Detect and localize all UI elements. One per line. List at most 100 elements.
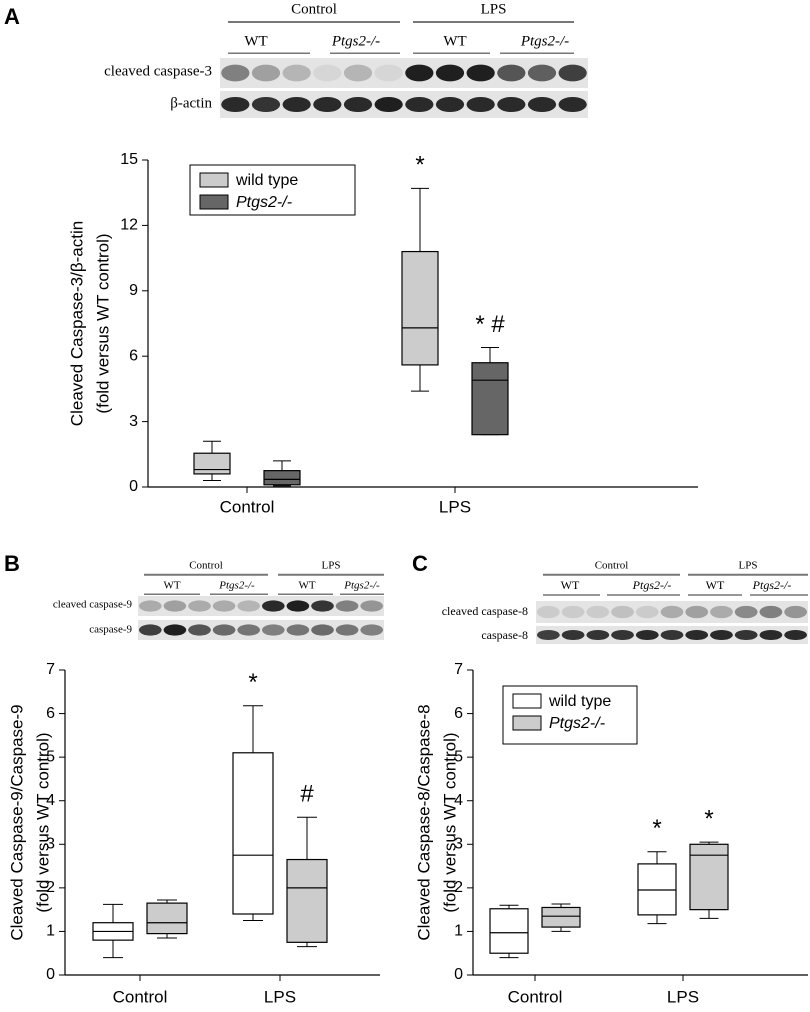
blot-group-label: Control <box>189 560 223 572</box>
y-tick-label: 12 <box>120 217 138 234</box>
blot-band <box>635 605 659 619</box>
box <box>489 908 529 954</box>
blot-genotype-label: Ptgs2-/- <box>752 578 792 592</box>
blot-band <box>251 96 281 113</box>
x-tick-label: LPS <box>667 987 699 1006</box>
significance-label: * <box>704 805 713 832</box>
blot-band <box>536 605 560 619</box>
y-axis-label: Cleaved Caspase-8/Caspase-8 <box>414 704 433 940</box>
blot-band <box>635 629 659 641</box>
blot-band <box>611 629 634 641</box>
blot-band <box>561 605 585 619</box>
blot-band <box>710 629 733 641</box>
blot-group-label: LPS <box>739 560 758 572</box>
western-blot: Control LPS WT Ptgs2-/- WT Ptgs2-/- cleaved ca… <box>104 1 588 118</box>
panel-letter: B <box>4 551 20 576</box>
blot-band <box>611 605 634 619</box>
blot-band <box>251 64 281 82</box>
blot-row-label: cleaved caspase-8 <box>442 604 528 618</box>
y-axis-label: (fold versus WT control) <box>93 233 112 413</box>
box <box>193 452 231 475</box>
blot-band <box>466 96 495 113</box>
blot-band <box>536 629 560 641</box>
blot-genotype-label: Ptgs2-/- <box>343 580 380 592</box>
blot-band <box>405 96 434 113</box>
blot-group-label: LPS <box>322 560 341 572</box>
blot-band <box>561 629 585 641</box>
y-tick-label: 7 <box>46 661 55 678</box>
blot-band <box>138 624 162 636</box>
blot-band <box>710 605 733 619</box>
blot-strip <box>220 91 588 118</box>
blot-genotype-label: WT <box>163 580 180 592</box>
blot-band <box>660 605 684 619</box>
y-tick-label: 0 <box>454 966 463 983</box>
blot-band <box>558 64 587 82</box>
x-tick-label: Control <box>220 497 275 516</box>
blot-row-label: caspase-9 <box>89 624 132 636</box>
blot-band <box>759 629 783 641</box>
y-tick-label: 5 <box>454 748 463 765</box>
significance-label: * <box>415 152 424 179</box>
blot-genotype-label: Ptgs2-/- <box>331 33 380 49</box>
blot-band <box>261 600 285 612</box>
panel-letter: C <box>412 551 428 576</box>
blot-genotype-label: WT <box>706 578 725 592</box>
blot-band <box>784 605 808 619</box>
blot-genotype-label: Ptgs2-/- <box>632 578 672 592</box>
blot-band <box>138 600 162 612</box>
blot-band <box>660 629 684 641</box>
box <box>232 752 274 915</box>
y-tick-label: 3 <box>46 836 55 853</box>
blot-band <box>685 605 709 619</box>
legend-swatch <box>512 693 542 709</box>
blot-band <box>282 64 311 82</box>
blot-group-label: LPS <box>481 1 507 17</box>
y-tick-label: 4 <box>454 792 463 809</box>
blot-band <box>335 600 359 612</box>
y-axis-label: (fold versus WT control) <box>440 732 459 912</box>
blot-row-label: cleaved caspase-3 <box>104 63 212 79</box>
blot-band <box>784 629 808 641</box>
y-tick-label: 6 <box>46 705 55 722</box>
legend-swatch <box>199 172 229 188</box>
blot-band <box>435 96 465 113</box>
western-blot: Control LPS WT Ptgs2-/- WT Ptgs2-/- cleaved ca… <box>53 560 384 640</box>
blot-group-label: Control <box>291 1 337 17</box>
blot-band <box>313 96 342 113</box>
blot-band <box>221 64 250 82</box>
blot-genotype-label: WT <box>561 578 580 592</box>
blot-band <box>586 629 610 641</box>
blot-band <box>188 624 211 636</box>
blot-band <box>343 64 373 82</box>
blot-band <box>497 64 526 82</box>
y-tick-label: 0 <box>129 478 138 495</box>
box <box>689 843 729 911</box>
blot-band <box>586 605 610 619</box>
y-tick-label: 7 <box>454 661 463 678</box>
blot-band <box>759 605 783 619</box>
blot-band <box>282 96 311 113</box>
blot-band <box>734 629 758 641</box>
x-tick-label: LPS <box>439 497 471 516</box>
blot-band <box>188 600 211 612</box>
significance-label: * <box>652 815 661 842</box>
legend-label: wild type <box>548 693 611 710</box>
y-tick-label: 5 <box>46 748 55 765</box>
blot-band <box>221 96 250 113</box>
legend-swatch <box>199 194 229 210</box>
blot-band <box>435 64 465 82</box>
box <box>286 858 328 943</box>
significance-label: * # <box>475 311 505 338</box>
blot-band <box>313 64 342 82</box>
blot-band <box>374 64 403 82</box>
y-tick-label: 3 <box>454 836 463 853</box>
legend-label: wild type <box>235 172 298 189</box>
blot-band <box>286 624 310 636</box>
blot-genotype-label: Ptgs2-/- <box>218 580 255 592</box>
y-tick-label: 1 <box>454 923 463 940</box>
blot-band <box>405 64 434 82</box>
box <box>541 906 581 928</box>
y-tick-label: 2 <box>46 879 55 896</box>
